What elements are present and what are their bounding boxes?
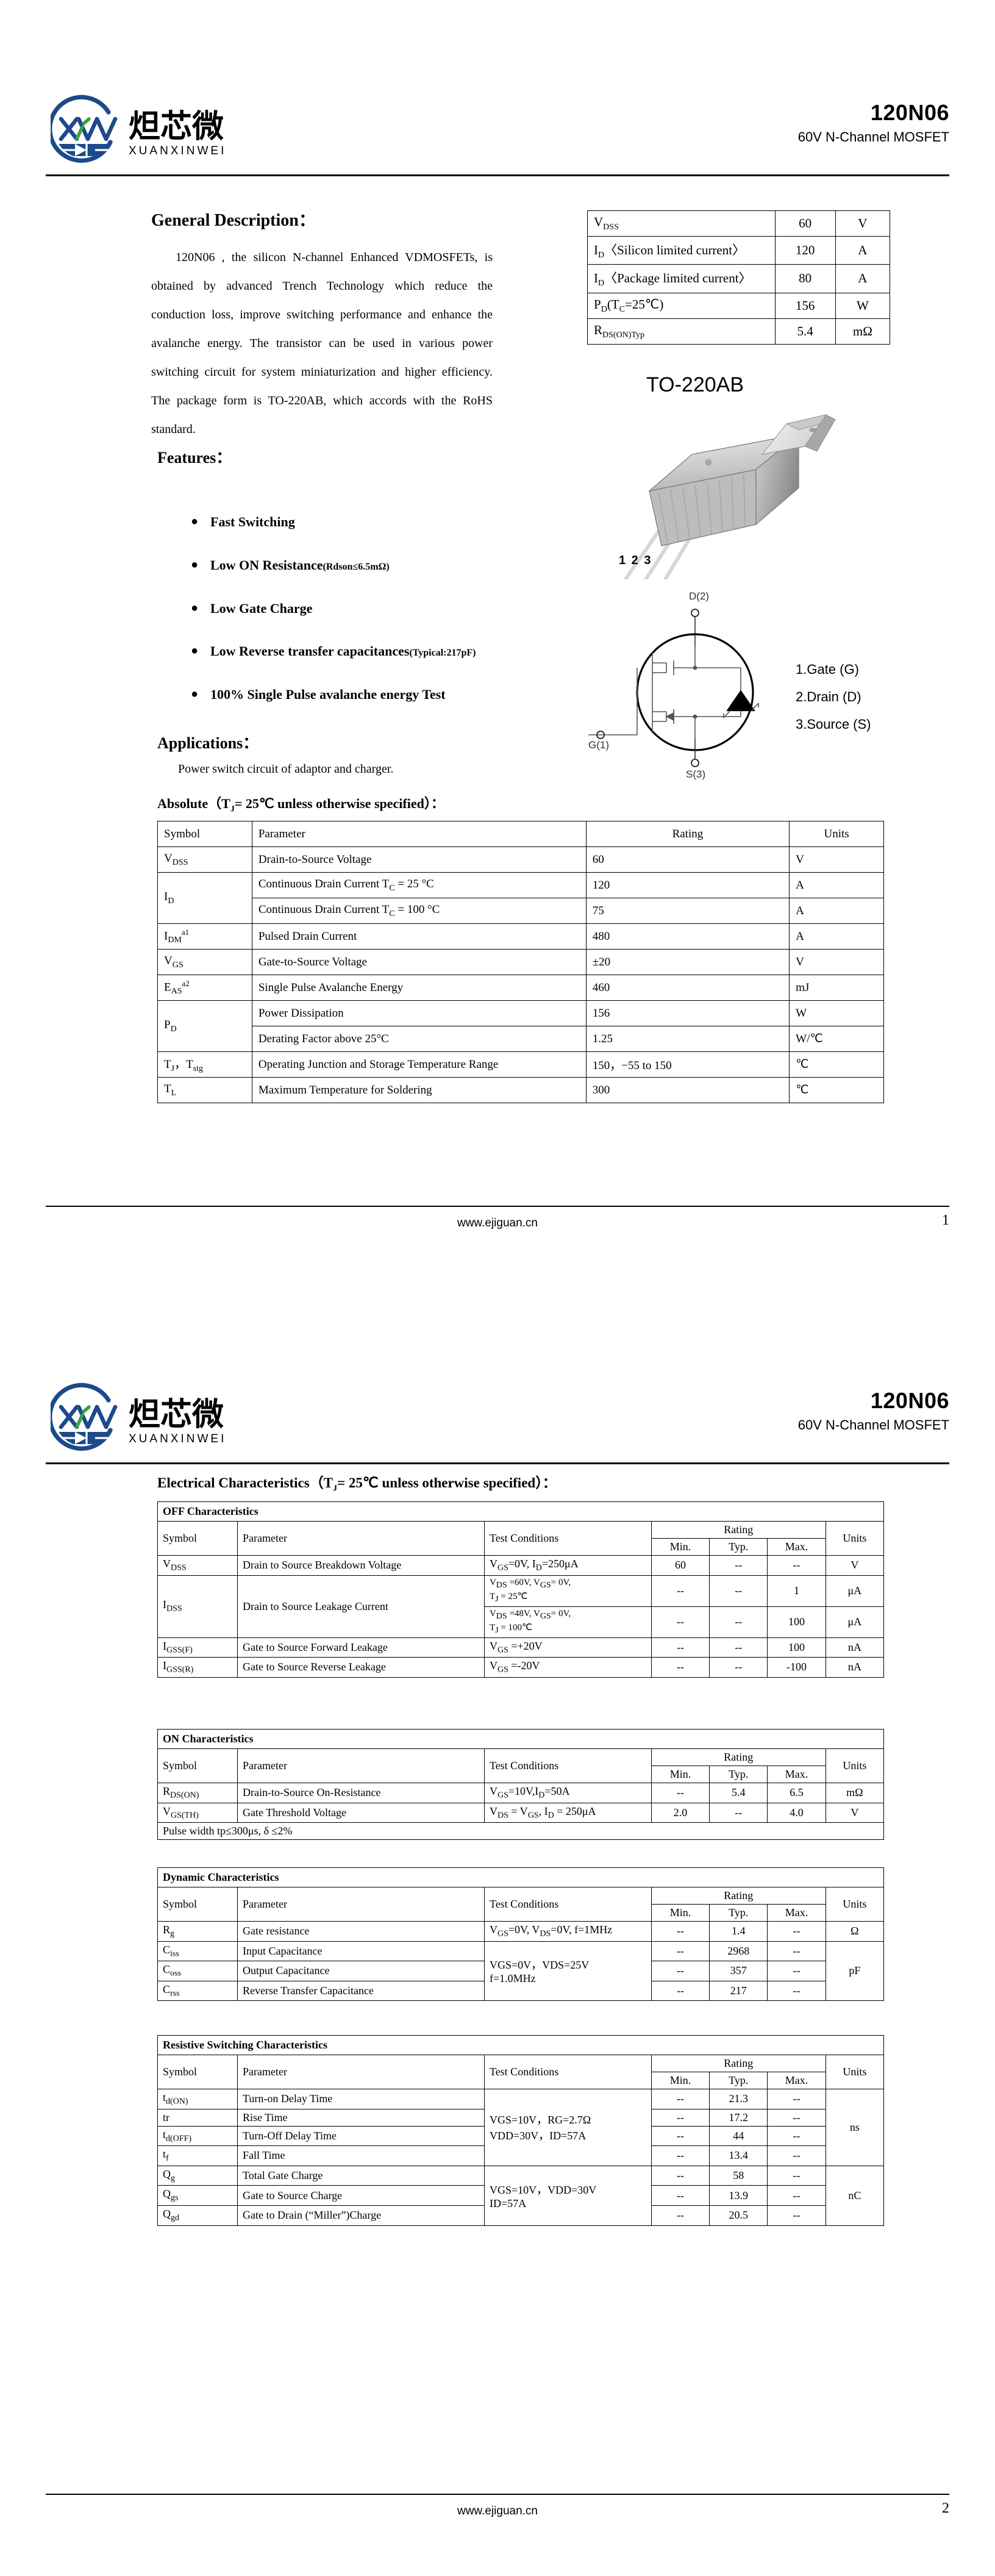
svg-text:炟芯微: 炟芯微 [129, 1397, 224, 1433]
svg-text:XUANXINWEI: XUANXINWEI [129, 145, 226, 157]
svg-text:炟芯微: 炟芯微 [129, 109, 224, 145]
svg-text:3.Source (S): 3.Source (S) [796, 717, 871, 732]
svg-text:S(3): S(3) [686, 768, 705, 780]
svg-text:D(2): D(2) [689, 590, 709, 602]
svg-text:XUANXINWEI: XUANXINWEI [129, 1433, 226, 1445]
svg-text:2.Drain (D): 2.Drain (D) [796, 689, 861, 704]
svg-text:G(1): G(1) [588, 739, 609, 751]
svg-text:1.Gate (G): 1.Gate (G) [796, 662, 859, 677]
